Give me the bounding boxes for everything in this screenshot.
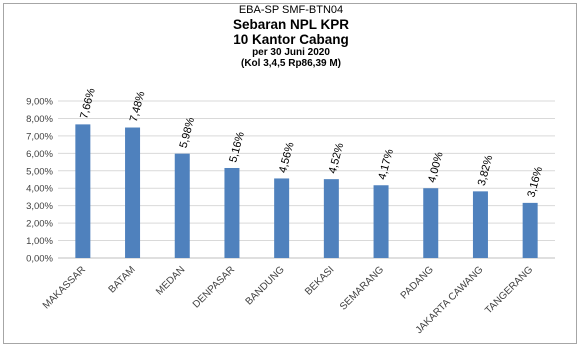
- x-tick-label: BANDUNG: [244, 264, 287, 307]
- chart-header-code: EBA-SP SMF-BTN04: [238, 4, 344, 16]
- y-tick-label: 9,00%: [26, 97, 53, 108]
- bar: [274, 178, 290, 258]
- data-label: 5,16%: [227, 130, 247, 163]
- data-label: 7,66%: [78, 87, 98, 120]
- data-label: 4,00%: [426, 151, 446, 184]
- bar: [373, 185, 389, 258]
- bar: [522, 202, 538, 258]
- x-tick-label: BATAM: [107, 264, 138, 295]
- y-tick-label: 0,00%: [26, 254, 53, 265]
- x-tick-label: MEDAN: [154, 264, 187, 297]
- y-tick-label: 5,00%: [26, 166, 53, 177]
- bar: [423, 188, 439, 258]
- chart-date: per 30 Juni 2020: [252, 47, 330, 58]
- bar: [323, 179, 339, 258]
- data-label: 4,52%: [327, 141, 347, 174]
- x-tick-label: SEMARANG: [338, 264, 386, 312]
- y-tick-label: 4,00%: [26, 184, 53, 195]
- chart-subtitle: 10 Kantor Cabang: [233, 32, 349, 47]
- x-tick-label: BEKASI: [303, 264, 336, 297]
- chart-title: Sebaran NPL KPR: [232, 17, 350, 32]
- x-tick-label: TANGERANG: [483, 264, 535, 316]
- y-tick-label: 6,00%: [26, 149, 53, 160]
- bar: [174, 153, 190, 258]
- y-tick-label: 2,00%: [26, 219, 53, 230]
- bar: [75, 124, 91, 259]
- chart-frame: [3, 3, 577, 344]
- y-tick-label: 1,00%: [26, 236, 53, 247]
- y-tick-label: 8,00%: [26, 114, 53, 125]
- bar: [125, 127, 141, 258]
- x-tick-label: DENPASAR: [191, 264, 237, 310]
- data-label: 3,16%: [525, 165, 545, 198]
- bar: [224, 167, 240, 258]
- x-tick-label: PADANG: [399, 264, 436, 301]
- data-label: 4,56%: [277, 141, 297, 174]
- y-tick-label: 7,00%: [26, 131, 53, 142]
- x-tick-label: MAKASSAR: [41, 264, 88, 311]
- data-label: 5,98%: [178, 116, 198, 149]
- bar: [472, 191, 488, 258]
- chart-note: (Kol 3,4,5 Rp86,39 M): [240, 58, 342, 69]
- data-label: 4,17%: [376, 148, 396, 181]
- y-tick-label: 3,00%: [26, 201, 53, 212]
- chart-titles: EBA-SP SMF-BTN04 Sebaran NPL KPR 10 Kant…: [0, 4, 582, 69]
